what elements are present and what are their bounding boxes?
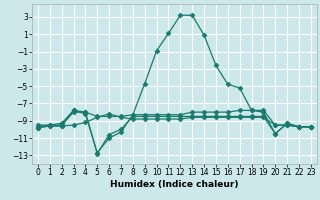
X-axis label: Humidex (Indice chaleur): Humidex (Indice chaleur) [110,180,239,189]
